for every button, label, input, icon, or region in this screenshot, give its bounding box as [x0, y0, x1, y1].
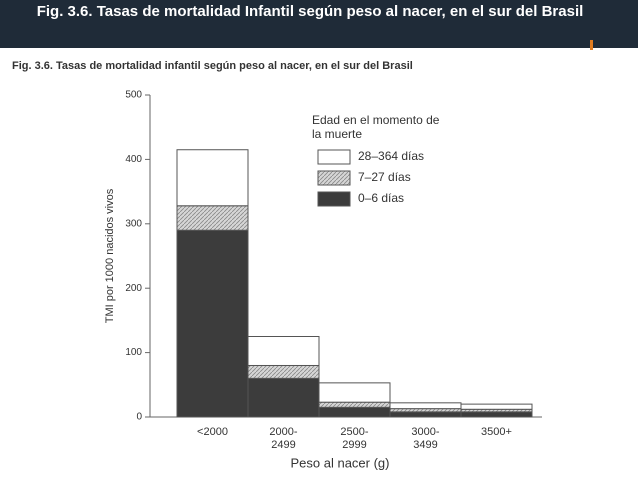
- legend-swatch: [317, 191, 351, 207]
- bar-segment: [176, 229, 249, 418]
- legend-swatch: [317, 149, 351, 165]
- figure-caption: Fig. 3.6. Tasas de mortalidad infantil s…: [12, 60, 413, 72]
- y-axis-label: TMI por 1000 nacidos vivos: [104, 188, 116, 323]
- bar-segment: [247, 364, 320, 379]
- x-tick-label: 3000-3499: [411, 426, 439, 451]
- title-box: Fig. 3.6. Tasas de mortalidad Infantil s…: [36, 3, 584, 20]
- bar-segment: [318, 401, 391, 408]
- bar-segment: [318, 406, 391, 418]
- x-tick-label: 2500-2999: [340, 426, 368, 451]
- legend-swatch: [317, 170, 351, 186]
- x-axis-label: Peso al nacer (g): [291, 455, 390, 470]
- bar-segment: [176, 149, 249, 207]
- bar-segment: [247, 377, 320, 418]
- bar-segment: [389, 411, 462, 418]
- legend-title-box: Edad en el momento de la muerte: [312, 113, 440, 141]
- header-bar: [0, 0, 638, 48]
- bar-segment: [460, 411, 533, 418]
- accent: [590, 40, 593, 50]
- legend-label: 7–27 días: [358, 170, 411, 184]
- x-tick-label: <2000: [197, 426, 228, 438]
- y-tick-label: 200: [125, 283, 142, 294]
- x-tick-label: 3500+: [481, 426, 512, 438]
- bar-segment: [318, 382, 391, 403]
- bar-segment: [389, 402, 462, 410]
- x-tick-label: 2000-2499: [269, 426, 297, 451]
- chart-title: Fig. 3.6. Tasas de mortalidad Infantil s…: [36, 3, 584, 20]
- bar-segment: [460, 403, 533, 410]
- bar-segment: [247, 336, 320, 366]
- legend-label: 0–6 días: [358, 191, 404, 205]
- y-tick-label: 400: [125, 154, 142, 165]
- y-tick-label: 100: [125, 347, 142, 358]
- bar-segment: [176, 205, 249, 231]
- legend-title: Edad en el momento de la muerte: [312, 113, 440, 141]
- y-tick-label: 0: [136, 412, 142, 423]
- legend-label: 28–364 días: [358, 149, 424, 163]
- y-tick-label: 300: [125, 218, 142, 229]
- y-tick-label: 500: [125, 90, 142, 101]
